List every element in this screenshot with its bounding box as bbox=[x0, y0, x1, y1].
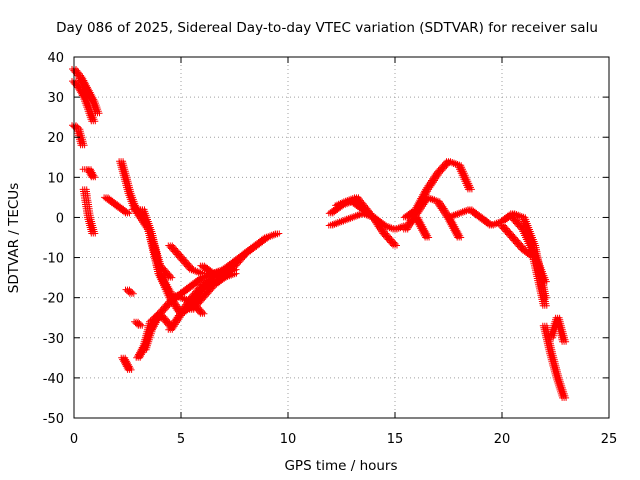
data-point-marks bbox=[69, 66, 103, 117]
y-tick-label: 20 bbox=[47, 131, 64, 146]
y-tick-label: 0 bbox=[56, 211, 64, 226]
series-trace-17 bbox=[122, 286, 137, 297]
data-point-marks bbox=[197, 234, 272, 277]
series-trace-19 bbox=[131, 318, 146, 329]
series-trace-21 bbox=[325, 210, 400, 249]
data-point-marks bbox=[507, 214, 550, 285]
data-point-marks bbox=[133, 210, 176, 281]
data-point-marks bbox=[69, 78, 99, 125]
y-tick-label: 40 bbox=[47, 51, 64, 66]
y-axis-label: SDTVAR / TECUs bbox=[6, 183, 22, 293]
series-trace-7 bbox=[101, 194, 133, 217]
series-trace-14 bbox=[133, 210, 176, 281]
series-trace-2 bbox=[69, 78, 99, 125]
series-trace-3 bbox=[69, 122, 88, 149]
data-point-marks bbox=[133, 310, 176, 361]
series-trace-30 bbox=[546, 314, 570, 345]
series-trace-11 bbox=[133, 310, 176, 361]
data-point-marks bbox=[411, 214, 433, 241]
data-point-marks bbox=[539, 322, 570, 401]
data-point-marks bbox=[131, 318, 146, 329]
chart-title: Day 086 of 2025, Sidereal Day-to-day VTE… bbox=[56, 20, 598, 36]
series-trace-16 bbox=[197, 234, 272, 277]
y-tick-label: 10 bbox=[47, 171, 64, 186]
series-trace-24 bbox=[400, 194, 465, 241]
data-point-marks bbox=[79, 186, 99, 237]
series-trace-28 bbox=[507, 214, 550, 285]
series-trace-18 bbox=[118, 354, 135, 373]
series-trace-22 bbox=[332, 194, 375, 217]
data-point-marks bbox=[325, 210, 400, 249]
y-tick-label: -40 bbox=[43, 372, 64, 387]
y-tick-label: -50 bbox=[43, 412, 64, 427]
x-tick-label: 5 bbox=[177, 432, 185, 447]
series-trace-4 bbox=[79, 166, 99, 181]
y-tick-label: 30 bbox=[47, 91, 64, 106]
data-point-marks bbox=[69, 122, 88, 149]
grid-lines bbox=[74, 57, 609, 418]
plot-frame bbox=[73, 56, 610, 419]
y-axis-ticks: -50 -40 -30 -20 -10 0 10 20 30 40 bbox=[43, 51, 609, 427]
x-axis-ticks: 0 5 10 15 20 25 bbox=[70, 57, 617, 447]
x-tick-label: 20 bbox=[494, 432, 511, 447]
y-tick-label: -30 bbox=[43, 332, 64, 347]
data-point-marks bbox=[122, 286, 137, 297]
series-trace-1 bbox=[69, 66, 103, 117]
x-tick-label: 10 bbox=[280, 432, 297, 447]
data-point-marks bbox=[400, 194, 465, 241]
series-trace-5 bbox=[79, 186, 99, 237]
x-tick-label: 0 bbox=[70, 432, 78, 447]
data-point-marks bbox=[118, 354, 135, 373]
data-point-marks bbox=[332, 194, 375, 217]
x-tick-label: 25 bbox=[601, 432, 618, 447]
y-tick-label: -20 bbox=[43, 292, 64, 307]
y-tick-label: -10 bbox=[43, 252, 64, 267]
data-point-marks bbox=[400, 158, 475, 221]
x-tick-label: 15 bbox=[387, 432, 404, 447]
series-trace-23 bbox=[400, 158, 475, 221]
data-point-marks bbox=[101, 194, 133, 217]
data-point-marks bbox=[546, 314, 570, 345]
data-point-marks bbox=[79, 166, 99, 181]
data-marks bbox=[69, 66, 570, 401]
series-trace-29 bbox=[539, 322, 570, 401]
x-axis-label: GPS time / hours bbox=[284, 458, 397, 474]
series-trace-25 bbox=[411, 214, 433, 241]
